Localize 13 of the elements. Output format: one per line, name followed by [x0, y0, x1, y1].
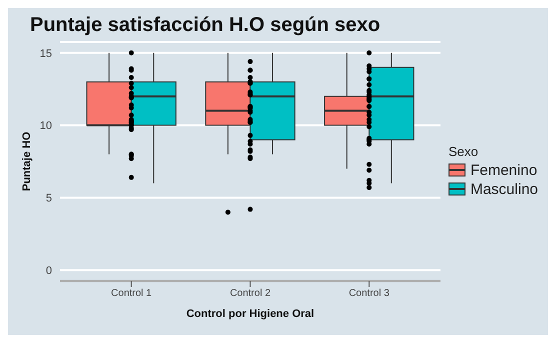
legend-label: Femenino — [469, 162, 538, 178]
y-tick-label: 0 — [46, 265, 52, 278]
x-axis-title: Control por Higiene Oral — [186, 308, 314, 320]
y-tick-label: 15 — [40, 48, 52, 60]
x-tick-label: Control 1 — [111, 288, 152, 300]
legend-title: Sexo — [448, 144, 480, 158]
y-tick-label: 5 — [46, 192, 52, 205]
x-tick-label: Control 3 — [348, 288, 390, 300]
chart-title: Puntaje satisfacción H.O según sexo — [30, 14, 380, 37]
y-tick-label: 10 — [40, 120, 52, 132]
x-tick-label: Control 2 — [230, 288, 271, 300]
y-axis-title: Puntaje HO — [20, 131, 33, 192]
legend-label: Masculino — [469, 180, 538, 198]
